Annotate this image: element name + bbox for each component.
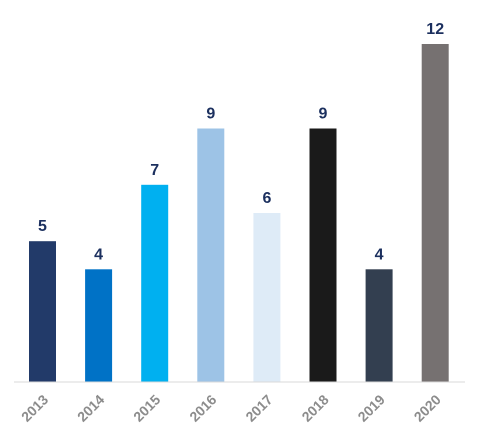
value-label-2020: 12 [426,21,444,38]
x-tick-label-2015: 2015 [130,391,163,424]
bar-2014 [85,269,113,382]
bar-2015 [141,184,169,382]
value-label-2018: 9 [319,106,328,123]
x-tick-label-2020: 2020 [411,391,444,424]
x-tick-label-2013: 2013 [18,391,51,424]
bar-2019 [365,269,393,382]
bars-layer [29,44,449,382]
x-tick-label-2017: 2017 [242,391,275,424]
value-label-2015: 7 [150,162,159,179]
value-label-2016: 9 [206,106,215,123]
bar-2018 [309,128,337,382]
x-tick-label-2018: 2018 [298,391,331,424]
value-label-2014: 4 [94,246,103,263]
value-labels-layer: 5 4 7 9 6 9 4 12 [38,21,444,263]
bar-2013 [29,241,56,382]
x-tick-label-2016: 2016 [186,391,219,424]
bar-2016 [197,128,225,382]
x-tick-labels-layer: 2013 2014 2015 2016 2017 2018 2019 2020 [18,391,444,424]
x-tick-label-2014: 2014 [74,391,107,424]
value-label-2017: 6 [262,190,271,207]
bar-2017 [253,213,281,382]
value-label-2013: 5 [38,218,47,235]
x-tick-label-2019: 2019 [354,391,387,424]
bar-2020 [421,44,449,382]
value-label-2019: 4 [375,246,384,263]
